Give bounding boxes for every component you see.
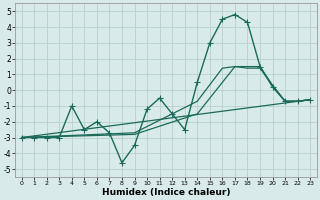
X-axis label: Humidex (Indice chaleur): Humidex (Indice chaleur): [102, 188, 230, 197]
